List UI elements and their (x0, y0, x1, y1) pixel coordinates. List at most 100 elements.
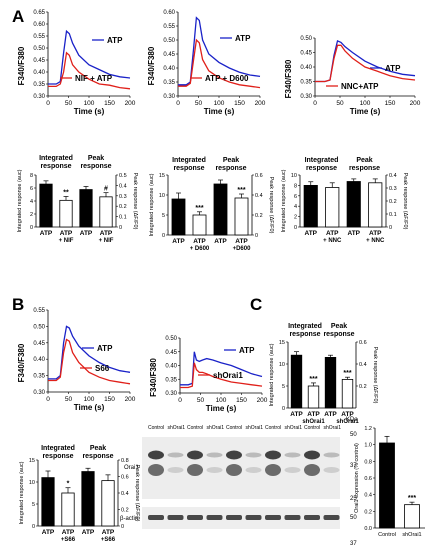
bar-2 (213, 183, 228, 236)
x-tick-label: 100 (360, 100, 371, 107)
category-label-line2: shOrai1 (302, 419, 325, 425)
bar-1 (325, 187, 340, 228)
left-axis-title: Integrated response (auc) (149, 173, 155, 236)
significance-mark-1: *** (408, 495, 416, 502)
x-tick-label: 150 (104, 396, 115, 403)
y-tick-label: 1.2 (364, 426, 372, 432)
category-label-line1: ATP (40, 230, 53, 237)
significance-mark-3: *** (237, 187, 245, 194)
significance-mark-3: # (104, 186, 108, 193)
category-label-line1: ATP (42, 529, 55, 536)
bar-1 (61, 492, 75, 527)
right-tick-label: 0.3 (389, 186, 397, 192)
x-axis-title: Time (s) (74, 107, 105, 116)
x-tick-label: 200 (125, 100, 136, 107)
y-tick-label: 0.35 (165, 377, 177, 383)
legend-label-1: S66 (95, 364, 110, 373)
left-tick-label: 0 (30, 225, 33, 231)
x-tick-label: 150 (236, 397, 247, 404)
left-tick-label: 0 (32, 524, 35, 530)
group-title-line2: response (80, 163, 111, 170)
blot-lane-label-1: shOrai1 (168, 425, 186, 431)
orai1-smear-0 (148, 464, 164, 476)
series-line-1 (180, 362, 263, 389)
right-axis-title: Peak response (ΔF/F0) (402, 173, 408, 230)
y-tick-label: 0.35 (163, 80, 175, 86)
chart-a2-trace: 0.30 0.35 0.40 0.45 0.50 0.55 0.60 0 50 100 150 200… (147, 10, 266, 116)
y-tick-label: 0.50 (33, 324, 45, 330)
orai1-smear-4 (226, 464, 242, 476)
actin-band-6 (265, 515, 281, 520)
category-label-line1: ATP (326, 230, 339, 237)
right-tick-label: 0.3 (119, 194, 127, 200)
y-tick-label: 0.35 (33, 82, 45, 88)
left-tick-label: 0 (294, 225, 297, 231)
significance-mark-1: ** (63, 189, 69, 196)
y-tick-label: 0.45 (163, 52, 175, 58)
left-axis-title: Integrated response (auc) (269, 343, 275, 406)
significance-mark-3: *** (343, 370, 351, 377)
left-axis-title: Integrated response (auc) (281, 169, 287, 232)
y-tick-label: 0.40 (33, 70, 45, 76)
category-label-line1: ATP (307, 411, 320, 418)
x-tick-label: 200 (125, 396, 136, 403)
orai1-band-7 (284, 452, 301, 458)
orai1-smear-6 (265, 464, 281, 476)
x-axis-title: Time (s) (204, 107, 235, 116)
significance-mark-1: *** (195, 205, 203, 212)
chart-c-orai-expression: 0.0 0.2 0.4 0.6 0.8 1.0 1.2 Orai1 expression (%… (354, 426, 425, 538)
group-title-line1: Peak (90, 445, 106, 452)
orai1-band-5 (245, 452, 262, 458)
right-tick-label: 0.2 (359, 384, 367, 390)
blot-lane-label-8: Control (304, 425, 320, 431)
x-tick-label: 50 (65, 396, 73, 403)
left-tick-label: 10 (279, 362, 285, 368)
blot-marker-2: 37 (350, 463, 357, 469)
category-label-line1: ATP (62, 529, 75, 536)
actin-band-7 (284, 515, 301, 520)
group-title-line2: response (82, 453, 113, 460)
legend-label-0: ATP (107, 36, 123, 45)
panel-label-c: C (250, 295, 262, 314)
category-label-line2: shOrai1 (336, 419, 359, 425)
legend-label-1: shOrai1 (213, 371, 243, 380)
x-tick-label: 100 (214, 100, 225, 107)
chart-b-bars: 0 5 10 15 0 0.2 0.4 0.6 0.8 Integrated response (… (19, 445, 140, 543)
y-tick-label: 0.0 (364, 526, 372, 532)
blot-lane-label-4: Control (226, 425, 242, 431)
category-label-line1: ATP (341, 411, 354, 418)
chart-a1-trace: 0.30 0.35 0.40 0.45 0.50 0.55 0.60 0.65 0 50 100 15… (17, 10, 136, 116)
category-label-line1: ATP (347, 230, 360, 237)
blot-lane-label-7: shOrai1 (285, 425, 303, 431)
series-line-1 (315, 44, 416, 83)
bar-1 (404, 504, 420, 529)
legend-label-1: ATP + D600 (205, 74, 249, 83)
right-tick-label: 0.4 (121, 491, 129, 497)
legend-label-0: ATP (97, 344, 113, 353)
x-tick-label: 100 (84, 100, 95, 107)
y-tick-label: 0.30 (33, 390, 45, 396)
category-label-line1: ATP (80, 230, 93, 237)
right-tick-label: 0 (389, 225, 392, 231)
y-tick-label: 0.30 (163, 94, 175, 100)
actin-band-5 (245, 515, 262, 520)
x-tick-label: 0 (176, 100, 180, 107)
y-tick-label: 0.45 (33, 58, 45, 64)
y-tick-label: 0.50 (165, 336, 177, 342)
group-title-line2: response (289, 331, 320, 338)
right-tick-label: 0 (119, 225, 122, 231)
category-label: Control (378, 532, 396, 538)
left-tick-label: 0 (282, 406, 285, 412)
x-tick-label: 200 (255, 100, 266, 107)
right-tick-label: 0.6 (121, 475, 129, 481)
bar-3 (341, 378, 354, 409)
orai1-smear-8 (304, 464, 320, 476)
orai1-band-9 (323, 452, 340, 458)
significance-mark-1: * (67, 481, 70, 488)
blot-marker-5: 37 (350, 541, 357, 547)
chart-a2-bars: 0 5 10 15 0 0.2 0.4 0.6 Integrated response (auc… (149, 157, 274, 252)
blot-lane-label-5: shOrai1 (246, 425, 264, 431)
y-axis-title: F340/F380 (149, 358, 158, 397)
right-tick-label: 0 (255, 233, 258, 239)
legend-label-0: ATP (239, 346, 255, 355)
